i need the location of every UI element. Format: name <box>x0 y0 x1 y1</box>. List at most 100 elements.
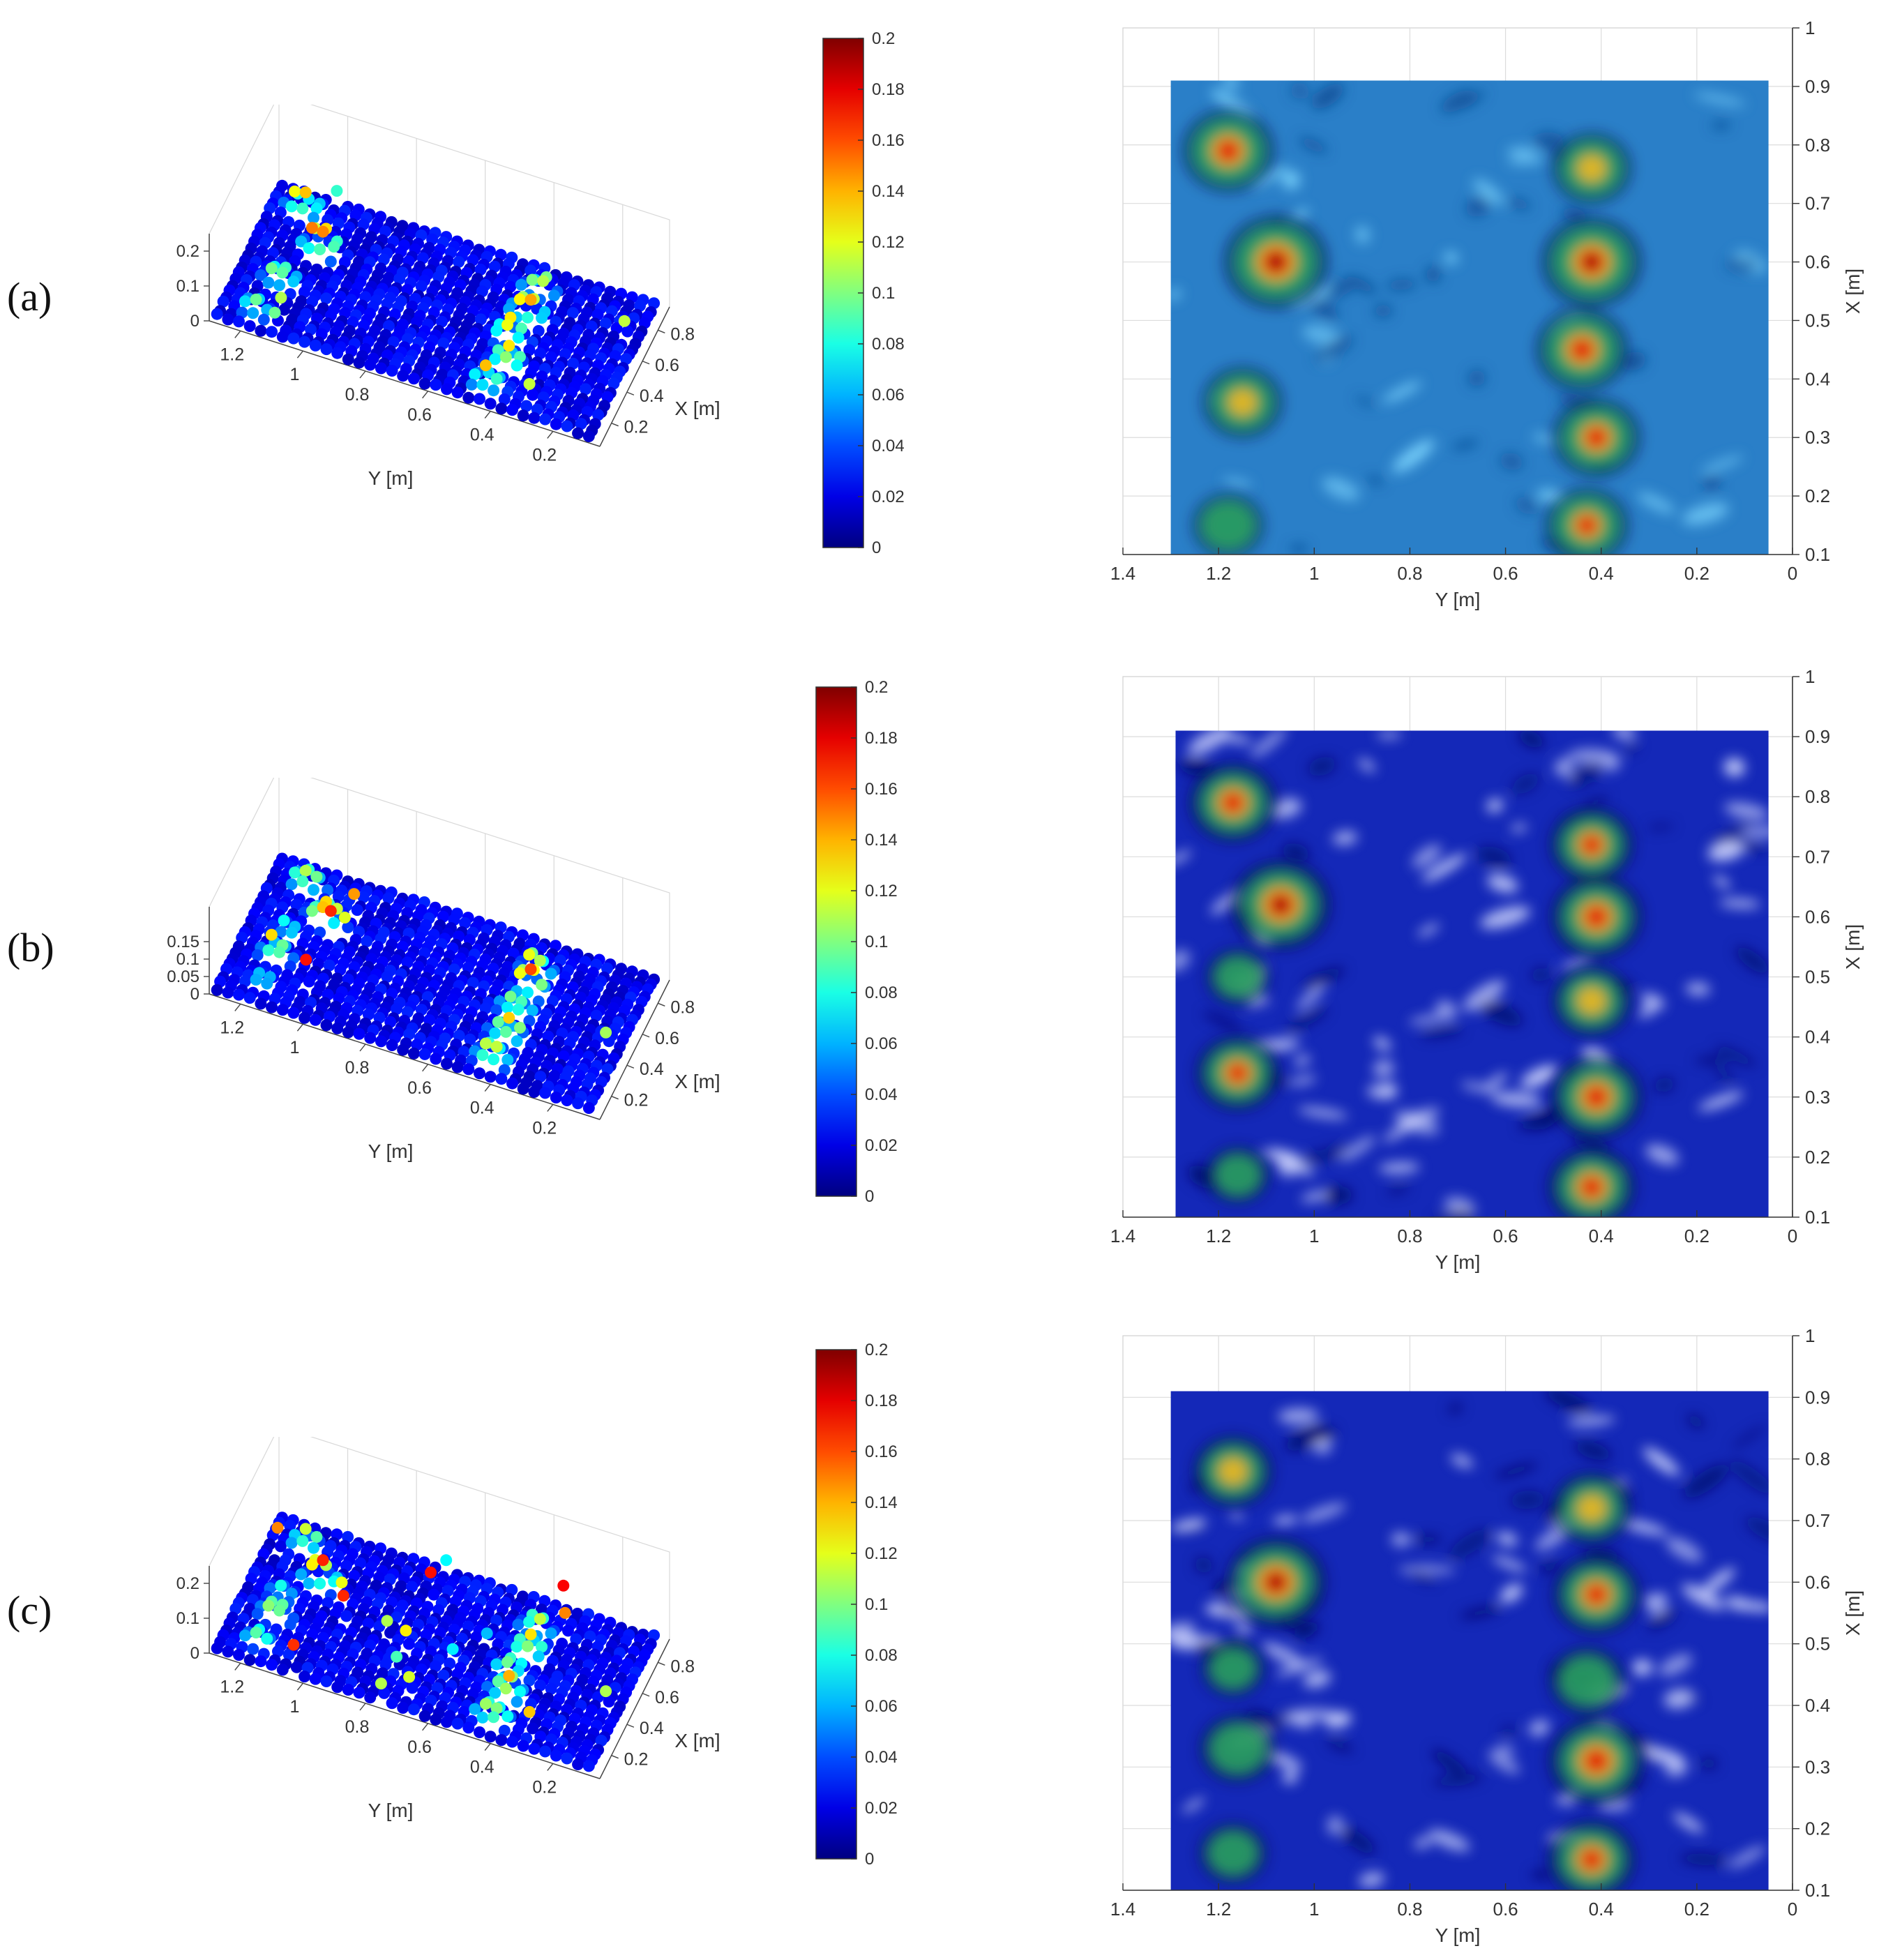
scatter-point <box>523 1615 536 1628</box>
y-tick-label: 0.8 <box>1805 135 1830 156</box>
scatter-point <box>222 313 234 326</box>
scatter-point <box>462 1721 475 1734</box>
scatter-point <box>511 1641 523 1653</box>
scatter-point <box>386 1039 398 1051</box>
colorbar-tick-label: 0.06 <box>872 386 905 405</box>
scatter-point <box>296 875 309 887</box>
scatter-point <box>401 956 414 969</box>
scatter-point <box>353 1027 365 1040</box>
scatter-point <box>381 1615 393 1627</box>
x-tick-label: 0.8 <box>1397 563 1422 584</box>
x-tick-label: 0.2 <box>1684 1899 1709 1920</box>
scatter-point <box>305 905 318 917</box>
colorbar-tick-label: 0 <box>865 1187 874 1206</box>
scatter-point <box>298 286 310 299</box>
y-tick <box>359 1043 366 1052</box>
scatter-point <box>390 1611 402 1624</box>
colorbar-tick-label: 0.18 <box>865 729 898 748</box>
x-tick-label: 0.2 <box>1684 1226 1709 1246</box>
scatter-point <box>364 1032 377 1044</box>
scatter-point <box>534 347 546 360</box>
y-axis-label: X [m] <box>1842 269 1864 314</box>
colorbar-tick-label: 0.14 <box>865 831 898 850</box>
y-tick-label: 0.6 <box>1805 1571 1830 1592</box>
scatter-point <box>217 295 229 308</box>
scatter-point <box>382 319 395 332</box>
scatter-point <box>375 362 387 375</box>
scatter-point <box>266 1659 278 1671</box>
x-tick-label: 0.2 <box>624 418 649 437</box>
scatter-point <box>262 1599 275 1612</box>
scatter-point <box>287 1007 300 1019</box>
scatter-point <box>523 1705 536 1718</box>
scatter-point <box>322 1597 334 1609</box>
scatter-point <box>290 898 303 911</box>
scatter-point <box>391 1003 403 1015</box>
z-tick-label: 0 <box>190 985 199 1004</box>
y-tick-label: 0.2 <box>532 1118 557 1138</box>
scatter-point <box>435 315 448 328</box>
scatter-point <box>284 1618 296 1631</box>
peak-ring <box>1210 1648 1256 1689</box>
scatter-point <box>262 276 275 289</box>
heatmap-plot-b: 1.4 1.2 1 0.8 0.6 0.4 0.2 0 0.1 0.2 0.3 0.4 0.5 0.6 0.… <box>1110 666 1864 1273</box>
scatter-point <box>255 324 267 337</box>
scatter-point <box>275 292 287 304</box>
scatter-point <box>276 1004 289 1016</box>
scatter-point <box>513 967 526 979</box>
scatter-point <box>506 1077 518 1090</box>
z-tick-label: 0.2 <box>176 1574 199 1593</box>
x-tick <box>642 1693 650 1697</box>
scatter-point <box>490 1041 503 1053</box>
colorbar-tick-label: 0.12 <box>865 882 898 900</box>
scatter-point <box>351 904 363 917</box>
scatter-point <box>603 1696 615 1708</box>
scatter-point <box>310 1531 323 1543</box>
scatter-point <box>536 1641 548 1653</box>
y-tick-label: 1 <box>1805 1325 1815 1346</box>
scatter-point <box>357 891 370 903</box>
x-tick-label: 0 <box>1788 1899 1797 1920</box>
x-tick-label: 0.6 <box>1493 563 1518 584</box>
colorbar-tick-label: 0.04 <box>865 1085 898 1104</box>
heatmap-image <box>1170 80 1769 555</box>
peak-core <box>1585 1583 1608 1606</box>
scatter-point <box>239 1629 251 1642</box>
x-tick-label: 0 <box>1788 1226 1797 1246</box>
scatter-point <box>582 1102 595 1114</box>
peak-ring <box>1214 1154 1261 1196</box>
scatter-point <box>430 1660 441 1673</box>
y-tick-label: 0.6 <box>407 1737 432 1757</box>
x-tick <box>642 1034 650 1038</box>
y-tick-label: 0.4 <box>470 1099 495 1118</box>
scatter-point <box>451 1061 464 1073</box>
scatter-point <box>314 243 326 255</box>
scatter-point <box>595 1735 607 1747</box>
scatter-point <box>299 1011 311 1024</box>
scatter-point <box>305 1558 318 1571</box>
y-axis-line <box>209 993 601 1120</box>
scatter-point <box>501 319 513 331</box>
panel-label-b: (b) <box>7 925 54 970</box>
y-tick <box>296 1682 303 1691</box>
x-tick-label: 0.2 <box>624 1091 649 1110</box>
y-tick <box>234 330 241 338</box>
scatter-point <box>287 332 300 345</box>
peak-core <box>1576 515 1598 536</box>
colorbar-tick-label: 0.18 <box>872 80 905 99</box>
scatter-point <box>305 222 318 234</box>
scatter-point <box>467 977 479 989</box>
scatter-point <box>342 1026 354 1039</box>
peak-mid <box>1218 1457 1248 1485</box>
scatter-point <box>299 864 312 877</box>
x-tick-label: 0.4 <box>640 1060 664 1079</box>
scatter-point <box>273 1604 286 1617</box>
scatter-point <box>600 1026 612 1039</box>
y-tick-label: 0.9 <box>1805 726 1830 747</box>
y-tick-label: 1.2 <box>220 345 244 364</box>
x-tick-label: 0.6 <box>655 356 679 375</box>
colorbar-tick-label: 0.04 <box>865 1748 898 1767</box>
y-axis-label: Y [m] <box>368 467 414 489</box>
heatmap-peaks <box>1182 109 1643 555</box>
scatter-point <box>517 409 529 422</box>
